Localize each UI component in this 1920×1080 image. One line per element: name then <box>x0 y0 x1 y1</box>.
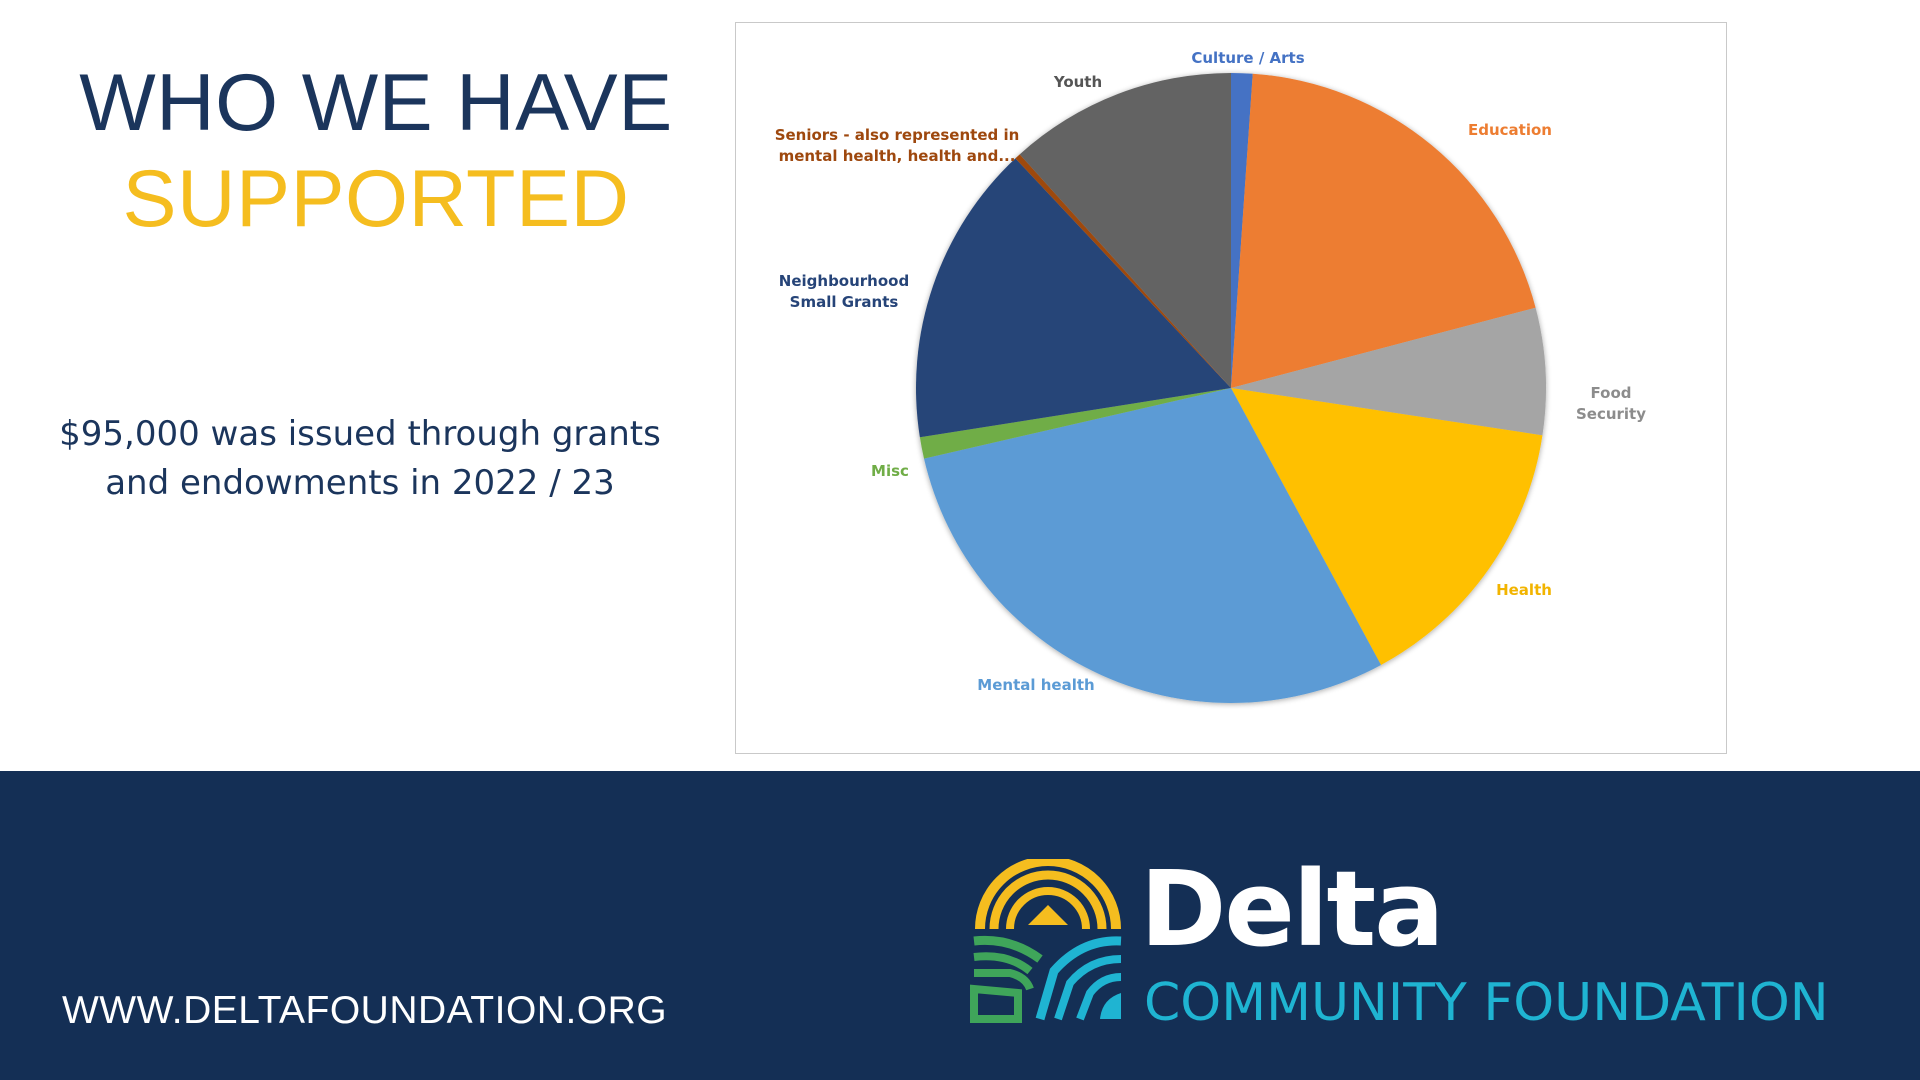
website-link[interactable]: WWW.DELTAFOUNDATION.ORG <box>62 989 668 1032</box>
logo-subtitle: COMMUNITY FOUNDATION <box>1144 973 1829 1033</box>
pie-slice-culture-arts <box>1231 73 1253 388</box>
slice-label: Seniors - also represented in mental heal… <box>775 126 1020 165</box>
slice-label: Culture / Arts <box>1191 49 1304 67</box>
slice-label: Youth <box>1053 73 1102 91</box>
logo-wordmark: Delta <box>1140 848 1444 970</box>
pie-chart: Culture / Arts Education Food Security Healt… <box>775 49 1646 704</box>
page-title-highlight: SUPPORTED <box>122 154 630 244</box>
slice-label: Mental health <box>977 676 1094 694</box>
pie-slice-youth <box>1019 73 1231 388</box>
pie-slice-food-security <box>1231 307 1547 436</box>
title-block: WHO WE HAVE SUPPORTED <box>0 55 752 247</box>
summary-line-2: and endowments in 2022 / 23 <box>105 463 615 503</box>
grants-summary: $95,000 was issued through grants and en… <box>40 410 680 508</box>
summary-line-1: $95,000 was issued through grants <box>59 414 661 454</box>
slice-label: Education <box>1468 121 1552 139</box>
pie-slices <box>916 73 1547 704</box>
pie-slice-misc <box>919 388 1231 459</box>
slice-label: Health <box>1496 581 1552 599</box>
logo-icon <box>970 859 1122 1023</box>
slice-label: Neighbourhood Small Grants <box>779 272 909 311</box>
slice-label: Misc <box>871 462 909 480</box>
footer: WWW.DELTAFOUNDATION.ORG Delta COMMUNITY … <box>0 771 1920 1080</box>
page-title: WHO WE HAVE <box>79 58 673 148</box>
pie-slice-neighbourhood-small-grants <box>916 158 1231 438</box>
pie-slice-health <box>1231 388 1543 665</box>
slice-label: Food Security <box>1576 384 1646 423</box>
pie-slice-seniors-also-represented-in-mental-health-health-and <box>1015 154 1231 388</box>
pie-slice-education <box>1231 73 1536 388</box>
pie-slice-mental-health <box>924 388 1382 704</box>
chart-panel: Culture / Arts Education Food Security Healt… <box>735 22 1727 754</box>
